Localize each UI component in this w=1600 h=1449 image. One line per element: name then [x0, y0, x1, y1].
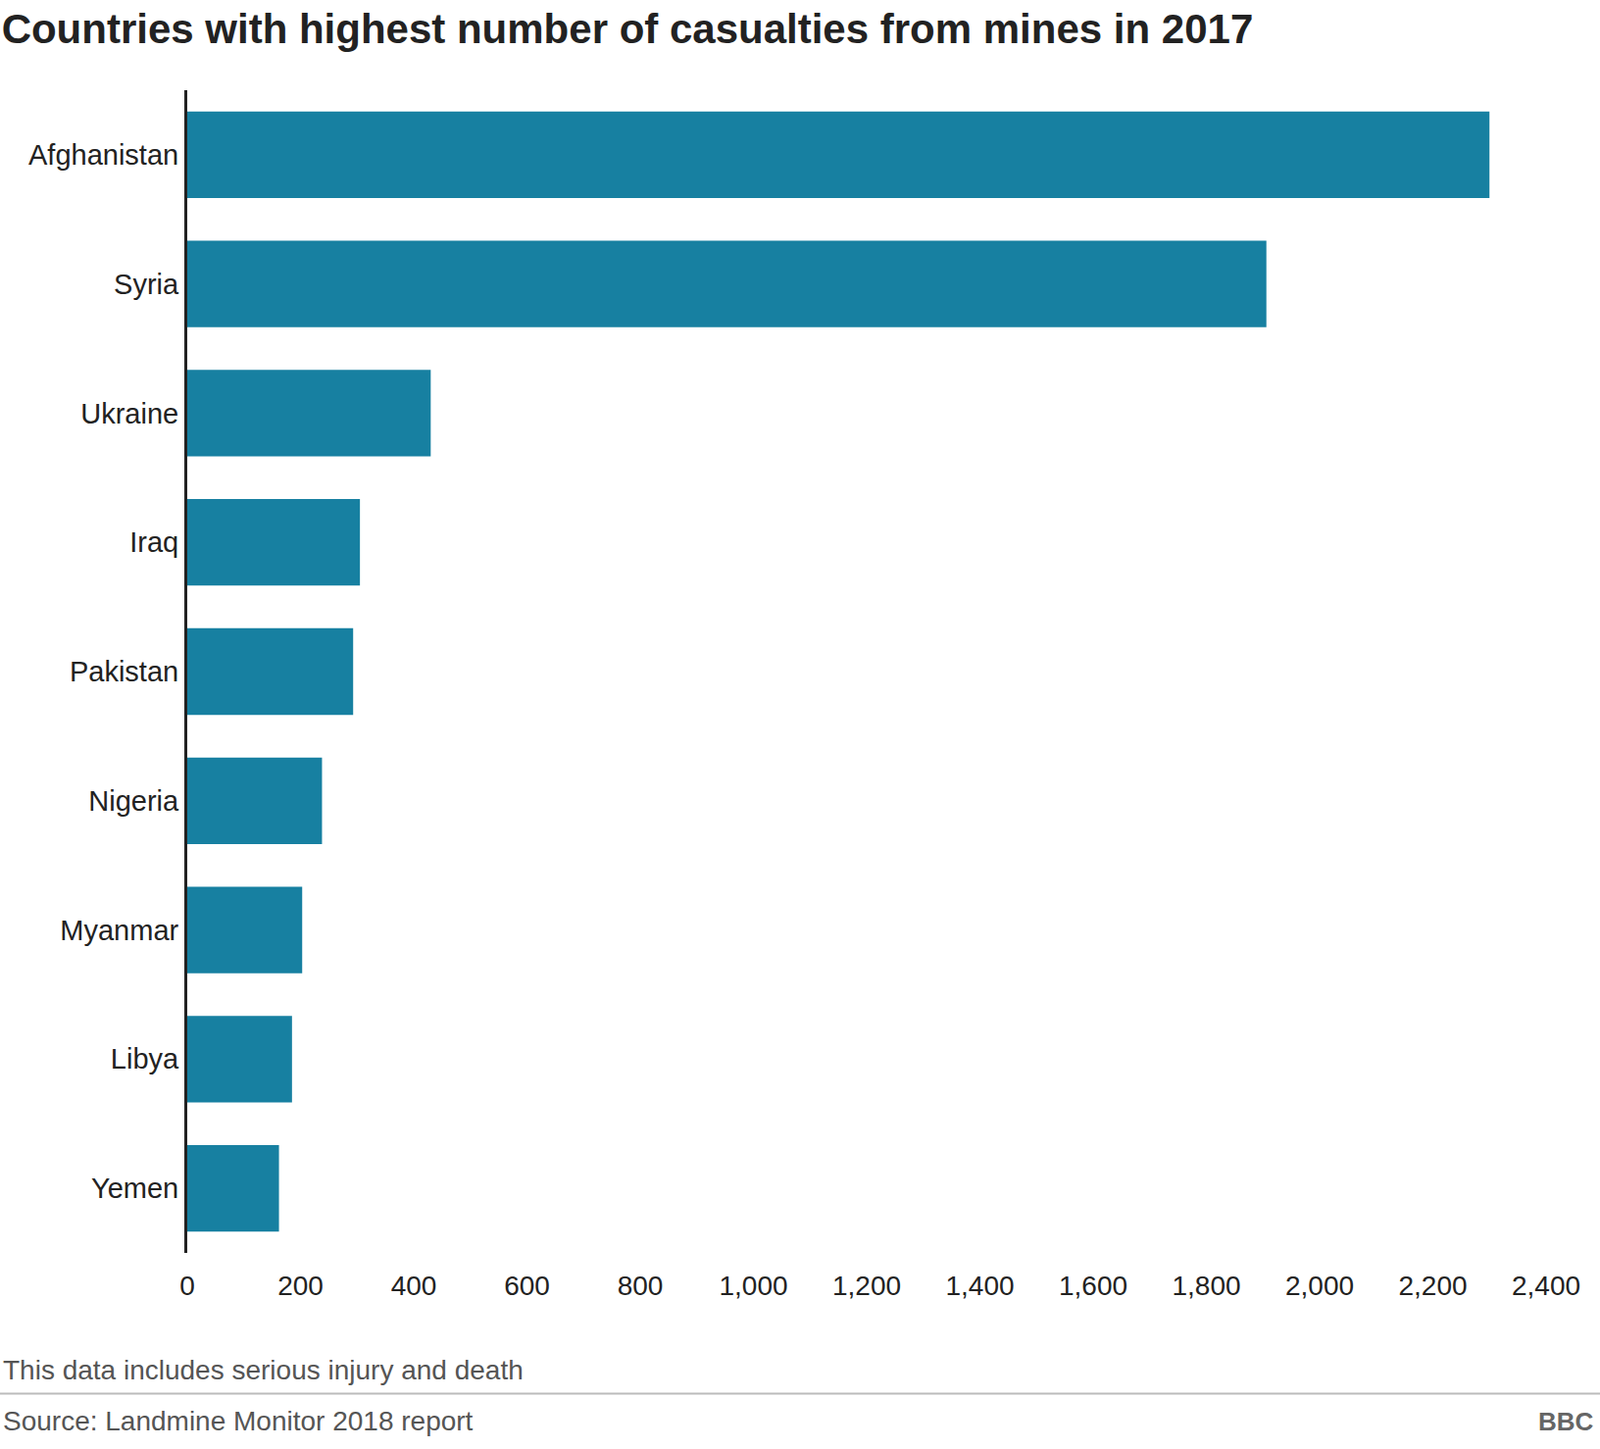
svg-text:Yemen: Yemen: [91, 1172, 179, 1204]
svg-text:2,000: 2,000: [1285, 1270, 1354, 1301]
svg-text:Countries with highest number: Countries with highest number of casualt…: [1, 5, 1254, 52]
svg-text:Pakistan: Pakistan: [69, 655, 179, 688]
svg-text:1,000: 1,000: [718, 1270, 788, 1301]
svg-text:200: 200: [277, 1270, 324, 1301]
svg-text:Afghanistan: Afghanistan: [28, 139, 179, 171]
svg-text:1,400: 1,400: [945, 1270, 1014, 1301]
svg-text:Libya: Libya: [110, 1043, 180, 1075]
svg-text:0: 0: [179, 1270, 196, 1301]
svg-text:1,600: 1,600: [1058, 1270, 1128, 1301]
svg-text:BBC: BBC: [1538, 1406, 1595, 1437]
svg-text:This data includes serious inj: This data includes serious injury and de…: [2, 1354, 524, 1386]
svg-text:Ukraine: Ukraine: [80, 398, 179, 430]
svg-text:Myanmar: Myanmar: [59, 914, 179, 947]
svg-text:1,800: 1,800: [1171, 1270, 1241, 1301]
svg-text:800: 800: [617, 1270, 664, 1301]
svg-text:600: 600: [503, 1270, 550, 1301]
svg-text:Iraq: Iraq: [129, 526, 179, 558]
svg-text:Nigeria: Nigeria: [88, 785, 180, 817]
svg-text:2,400: 2,400: [1511, 1270, 1581, 1301]
svg-text:400: 400: [391, 1270, 438, 1301]
svg-text:Syria: Syria: [113, 268, 180, 300]
svg-text:2,200: 2,200: [1398, 1270, 1467, 1301]
svg-text:1,200: 1,200: [832, 1270, 901, 1301]
svg-text:Source: Landmine Monitor 2018: Source: Landmine Monitor 2018 report: [2, 1405, 474, 1437]
